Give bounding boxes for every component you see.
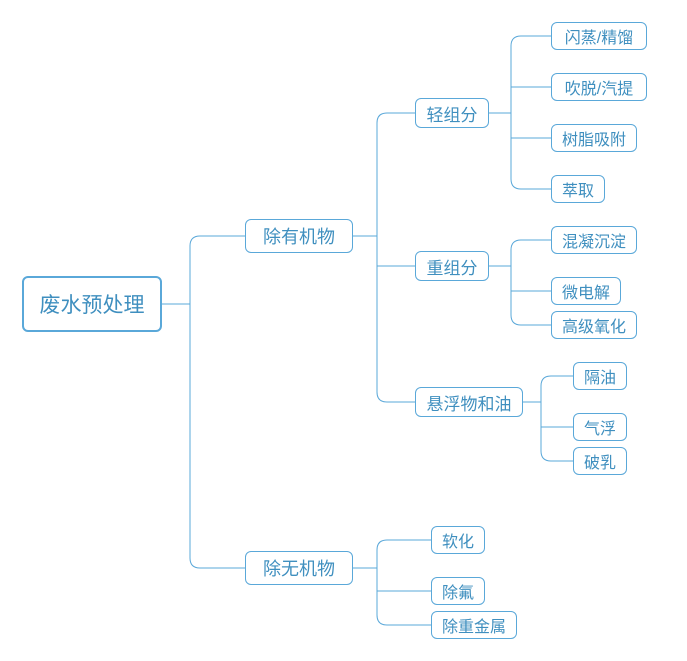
leaf-node-l3: 树脂吸附 [551, 124, 637, 152]
branch-node-light: 轻组分 [415, 98, 489, 128]
leaf-node-l4: 萃取 [551, 175, 605, 203]
leaf-node-s1: 隔油 [573, 362, 627, 390]
leaf-node-l2: 吹脱/汽提 [551, 73, 647, 101]
branch-node-susp: 悬浮物和油 [415, 387, 523, 417]
root-node: 废水预处理 [22, 276, 162, 332]
leaf-node-l1: 闪蒸/精馏 [551, 22, 647, 50]
leaf-node-i1: 软化 [431, 526, 485, 554]
branch-node-heavy: 重组分 [415, 251, 489, 281]
leaf-node-s3: 破乳 [573, 447, 627, 475]
leaf-node-h3: 高级氧化 [551, 311, 637, 339]
leaf-node-i3: 除重金属 [431, 611, 517, 639]
leaf-node-h2: 微电解 [551, 277, 621, 305]
leaf-node-h1: 混凝沉淀 [551, 226, 637, 254]
branch-node-inorg: 除无机物 [245, 551, 353, 585]
leaf-node-s2: 气浮 [573, 413, 627, 441]
leaf-node-i2: 除氟 [431, 577, 485, 605]
branch-node-org: 除有机物 [245, 219, 353, 253]
tree-diagram: 废水预处理 除有机物除无机物 轻组分重组分悬浮物和油 闪蒸/精馏吹脱/汽提树脂吸附萃取… [0, 0, 687, 661]
